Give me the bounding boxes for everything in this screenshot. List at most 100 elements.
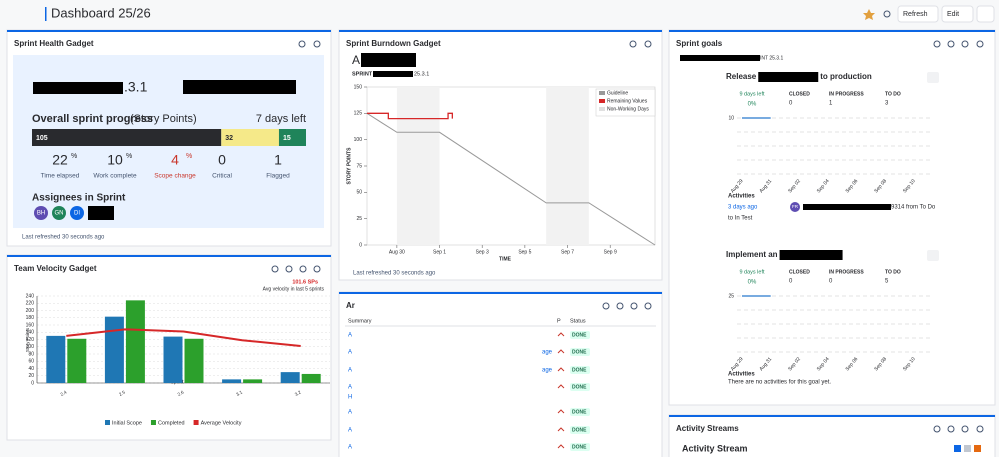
progress-segment [278,129,306,146]
stat-label: Time elapsed [41,173,80,180]
issue-summary[interactable]: H [348,395,352,401]
icon[interactable] [976,40,984,48]
column-label: IN PROGRESS [829,269,864,275]
panel-title: Team Velocity Gadget [14,264,97,273]
icon[interactable] [961,40,969,48]
y-tick-label: 60 [28,359,34,365]
icon[interactable] [616,302,624,310]
y-tick-label: 100 [354,137,363,143]
redacted [88,206,114,220]
status-label: DONE [572,349,587,355]
stat-unit: % [126,153,132,160]
bar [67,338,87,383]
view-icon[interactable] [954,445,961,452]
column-value: 0 [789,101,793,107]
icon[interactable] [299,265,307,273]
icon[interactable] [298,40,306,48]
issue-summary[interactable]: A [348,385,352,391]
collapse-button[interactable] [927,250,939,261]
icon[interactable] [630,302,638,310]
avatar-initials: FR [792,204,799,209]
activity-text: 9314 from To Do [891,205,936,211]
icon[interactable] [947,425,955,433]
header-divider [45,7,47,21]
panel [338,291,663,457]
status-label: DONE [572,427,587,433]
icon[interactable] [976,425,984,433]
column-label: TO DO [885,91,901,97]
star-icon[interactable] [863,9,875,20]
icon[interactable] [313,265,321,273]
avatar [52,206,66,220]
rss-icon[interactable] [974,445,981,452]
column-value: 1 [829,101,833,107]
issue-detail: age [542,350,553,356]
icon[interactable] [602,302,610,310]
icon[interactable] [644,302,652,310]
panel-title: Sprint goals [676,39,723,48]
x-tick-label: Sep 7 [561,249,574,255]
icon[interactable] [947,40,955,48]
bar [280,372,300,383]
bar [301,373,321,383]
issue-summary[interactable]: A [348,428,352,434]
goal-title: Release [726,72,757,81]
edit-button-label[interactable]: Edit [947,11,959,18]
x-tick-label: 2.4 [59,389,67,397]
column-label: CLOSED [789,269,810,275]
activities-title: Activities [728,372,755,378]
sprint-name: .3.1 [124,79,148,95]
column-header: Summary [348,318,372,324]
redacted [373,71,413,77]
days-left: 9 days left [739,269,765,275]
priority-icon [557,349,565,354]
y-tick-label: 0 [31,380,34,386]
stat-label: Critical [212,173,232,180]
avatar-initials: DI [74,211,80,217]
edit-button[interactable] [941,5,974,23]
status-lozenge [570,408,590,416]
view-icon[interactable] [964,445,971,452]
icon[interactable] [629,40,637,48]
panel [668,414,996,457]
panel-title: Activity Streams [676,424,739,433]
issue-summary[interactable]: A [348,333,352,339]
non-working-band [396,87,440,245]
icon[interactable] [285,265,293,273]
x-tick-label: 2.5 [118,389,126,397]
y-tick-label: 80 [28,351,34,357]
issue-summary[interactable]: A [348,410,352,416]
bar [243,379,263,383]
issue-summary[interactable]: A [348,350,352,356]
progress-unit: (Story Points) [130,113,197,125]
collapse-button[interactable] [927,72,939,83]
y-tick-label: 120 [26,337,35,343]
status-lozenge [570,366,590,374]
stream-title: Activity Stream [682,443,748,453]
x-tick-label: Sep 5 [518,249,531,255]
icon[interactable] [933,425,941,433]
icon[interactable] [933,40,941,48]
progress-value: 15 [283,135,291,142]
status-lozenge [570,443,590,451]
icon[interactable] [961,425,969,433]
redacted [680,55,760,61]
icon[interactable] [313,40,321,48]
refresh-button-label[interactable]: Refresh [903,11,928,18]
goal-title: Implement an [726,250,778,259]
issue-summary[interactable]: A [348,368,352,374]
column-value: 0 [789,279,793,285]
refreshed-note: Last refreshed 30 seconds ago [22,235,105,241]
stat-value: 0 [218,152,226,168]
more-button[interactable] [976,5,995,23]
refresh-button[interactable] [897,5,939,23]
issue-summary[interactable]: A [348,445,352,451]
icon[interactable] [644,40,652,48]
stat-value: 1 [274,152,282,168]
legend-box [595,88,656,117]
panel-title: Sprint Burndown Gadget [346,39,441,48]
icon[interactable] [883,10,891,18]
icon[interactable] [271,265,279,273]
y-tick-label: 220 [26,301,35,307]
